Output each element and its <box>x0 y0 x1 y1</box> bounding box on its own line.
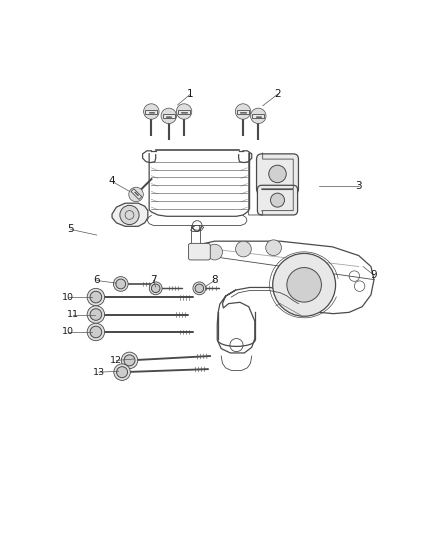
FancyBboxPatch shape <box>258 185 297 215</box>
Circle shape <box>235 104 251 119</box>
Circle shape <box>120 205 139 224</box>
Circle shape <box>90 309 102 320</box>
Polygon shape <box>178 110 190 114</box>
Circle shape <box>87 324 105 341</box>
Circle shape <box>114 364 131 381</box>
Text: 7: 7 <box>150 276 157 286</box>
Text: 9: 9 <box>371 270 377 280</box>
Polygon shape <box>237 110 249 114</box>
Circle shape <box>161 108 177 124</box>
Polygon shape <box>112 203 148 227</box>
Circle shape <box>269 165 286 183</box>
Text: 3: 3 <box>355 181 362 191</box>
Text: 10: 10 <box>62 293 74 302</box>
Text: 10: 10 <box>62 327 74 336</box>
Text: 13: 13 <box>93 368 105 377</box>
Circle shape <box>287 268 321 302</box>
Text: 5: 5 <box>67 224 74 235</box>
Circle shape <box>87 288 105 306</box>
Circle shape <box>152 284 160 293</box>
Circle shape <box>207 244 223 260</box>
Circle shape <box>266 240 282 256</box>
Polygon shape <box>145 110 157 114</box>
Text: 6: 6 <box>93 276 100 286</box>
Circle shape <box>193 282 206 295</box>
Circle shape <box>124 355 135 366</box>
Circle shape <box>116 279 126 289</box>
Text: 2: 2 <box>275 89 281 99</box>
Circle shape <box>177 104 192 119</box>
Circle shape <box>129 187 143 201</box>
Text: 8: 8 <box>211 276 218 286</box>
Circle shape <box>195 284 204 293</box>
FancyBboxPatch shape <box>257 154 298 194</box>
Text: 11: 11 <box>67 310 79 319</box>
Text: 1: 1 <box>187 89 194 99</box>
Circle shape <box>149 282 162 295</box>
Circle shape <box>117 367 127 378</box>
Circle shape <box>121 352 138 369</box>
Circle shape <box>236 241 251 257</box>
FancyBboxPatch shape <box>188 244 210 260</box>
Circle shape <box>113 277 128 292</box>
Polygon shape <box>131 189 142 199</box>
Circle shape <box>90 326 102 338</box>
Circle shape <box>273 253 336 316</box>
Polygon shape <box>163 114 175 118</box>
Circle shape <box>251 108 266 124</box>
Text: 12: 12 <box>110 356 122 365</box>
Text: 4: 4 <box>109 176 115 187</box>
Circle shape <box>144 104 159 119</box>
Circle shape <box>90 291 102 303</box>
Circle shape <box>271 193 285 207</box>
Circle shape <box>87 306 105 323</box>
Polygon shape <box>252 114 264 118</box>
